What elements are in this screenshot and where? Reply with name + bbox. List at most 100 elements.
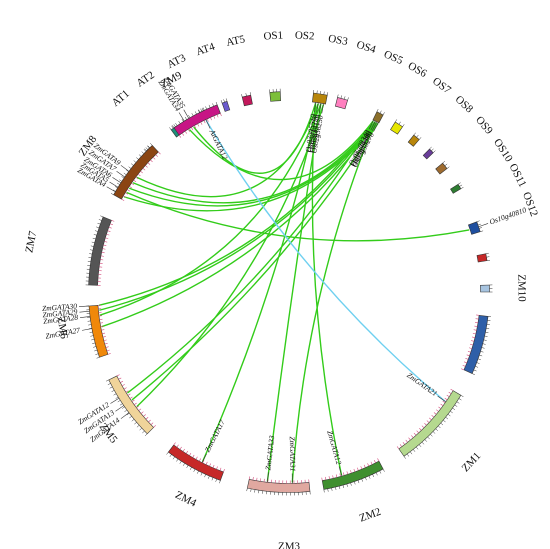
tick-mark — [205, 461, 208, 465]
tick-mark — [450, 410, 453, 414]
tick-mark — [340, 95, 342, 99]
tick-mark — [429, 146, 432, 150]
gene-connector — [478, 223, 489, 228]
gene-connector — [106, 186, 116, 193]
tick-mark — [136, 405, 139, 408]
tick-mark — [201, 107, 204, 111]
tick-mark — [477, 358, 481, 361]
tick-mark — [208, 104, 211, 108]
tick-mark — [337, 94, 339, 98]
gene-label: ZmGATA31 — [288, 436, 298, 471]
tick-mark — [89, 253, 93, 255]
tick-mark — [426, 420, 430, 423]
tick-mark — [140, 411, 144, 414]
tick-mark — [476, 220, 480, 223]
tick-mark — [127, 189, 130, 192]
tick-mark — [219, 480, 221, 484]
tick-mark — [107, 383, 111, 385]
tick-mark — [96, 226, 100, 229]
chromosome-label-os4: OS4 — [355, 39, 378, 56]
tick-mark — [460, 186, 464, 189]
tick-mark — [456, 401, 460, 404]
tick-mark — [457, 182, 461, 185]
tick-mark — [136, 157, 139, 160]
gene-labels: AtGATA12 Os02g05510Os02g12790Os02g43150Os… — [42, 75, 528, 484]
chromosome-os6 — [407, 134, 420, 147]
tick-mark — [484, 335, 488, 337]
tick-mark — [245, 93, 247, 97]
tick-mark — [357, 480, 360, 484]
tick-mark — [479, 227, 483, 229]
tick-mark — [117, 400, 121, 403]
tick-mark — [103, 339, 107, 341]
tick-mark — [197, 123, 200, 127]
tick-mark — [446, 166, 450, 169]
gene-connector — [368, 120, 374, 130]
chromosome-os2 — [312, 92, 328, 105]
tick-mark — [129, 396, 133, 399]
gene-connector — [183, 109, 190, 119]
tick-mark — [403, 456, 406, 459]
tick-mark — [483, 339, 487, 341]
tick-mark — [370, 461, 373, 465]
tick-mark — [130, 163, 134, 166]
tick-mark — [144, 433, 148, 437]
tick-mark — [200, 472, 203, 476]
tick-mark — [131, 182, 135, 186]
tick-mark — [382, 112, 385, 116]
gene-connector — [110, 397, 120, 404]
tick-mark — [241, 94, 243, 98]
tick-mark — [182, 448, 185, 452]
gene-connector — [313, 102, 316, 113]
tick-mark — [250, 488, 252, 492]
tick-mark — [225, 98, 228, 102]
gene-connector — [80, 316, 91, 318]
tick-mark — [372, 474, 375, 478]
tick-mark — [339, 473, 341, 477]
tick-mark — [216, 466, 218, 470]
tick-mark — [101, 329, 105, 331]
tick-mark — [254, 489, 256, 493]
tick-mark — [399, 444, 403, 447]
gene-connector — [109, 181, 119, 188]
chromosome-label-at2: AT2 — [134, 69, 156, 90]
tick-mark — [90, 335, 94, 337]
tick-mark — [421, 425, 425, 429]
tick-mark — [431, 414, 435, 418]
tick-mark — [335, 487, 337, 491]
tick-mark — [472, 373, 476, 375]
synteny-links — [98, 103, 470, 483]
gene-connector — [370, 120, 376, 131]
tick-mark — [220, 113, 222, 117]
tick-mark — [123, 195, 127, 198]
gene-connector — [373, 122, 379, 132]
gene-connector — [81, 328, 92, 331]
tick-mark — [98, 219, 102, 221]
tick-mark — [105, 379, 109, 382]
tick-mark — [325, 476, 327, 480]
tick-mark — [101, 251, 105, 254]
tick-mark — [335, 474, 338, 478]
tick-mark — [91, 339, 95, 341]
gene-connector — [115, 405, 124, 412]
tick-mark — [415, 446, 419, 450]
tick-mark — [465, 358, 469, 360]
tick-mark — [109, 223, 113, 226]
chromosome-label-os5: OS5 — [382, 48, 405, 67]
synteny-link — [127, 120, 374, 394]
tick-mark — [485, 331, 489, 333]
tick-mark — [350, 482, 352, 486]
tick-mark — [91, 241, 95, 243]
tick-mark — [215, 101, 218, 105]
tick-mark — [210, 117, 212, 121]
tick-mark — [204, 474, 206, 478]
tick-mark — [100, 215, 104, 218]
tick-mark — [202, 107, 205, 111]
synteny-link — [193, 103, 317, 174]
tick-mark — [342, 485, 345, 489]
tick-mark — [111, 219, 115, 222]
tick-mark — [350, 470, 352, 474]
tick-mark — [192, 454, 195, 458]
gene-label: ZmGATA12 — [325, 429, 343, 465]
